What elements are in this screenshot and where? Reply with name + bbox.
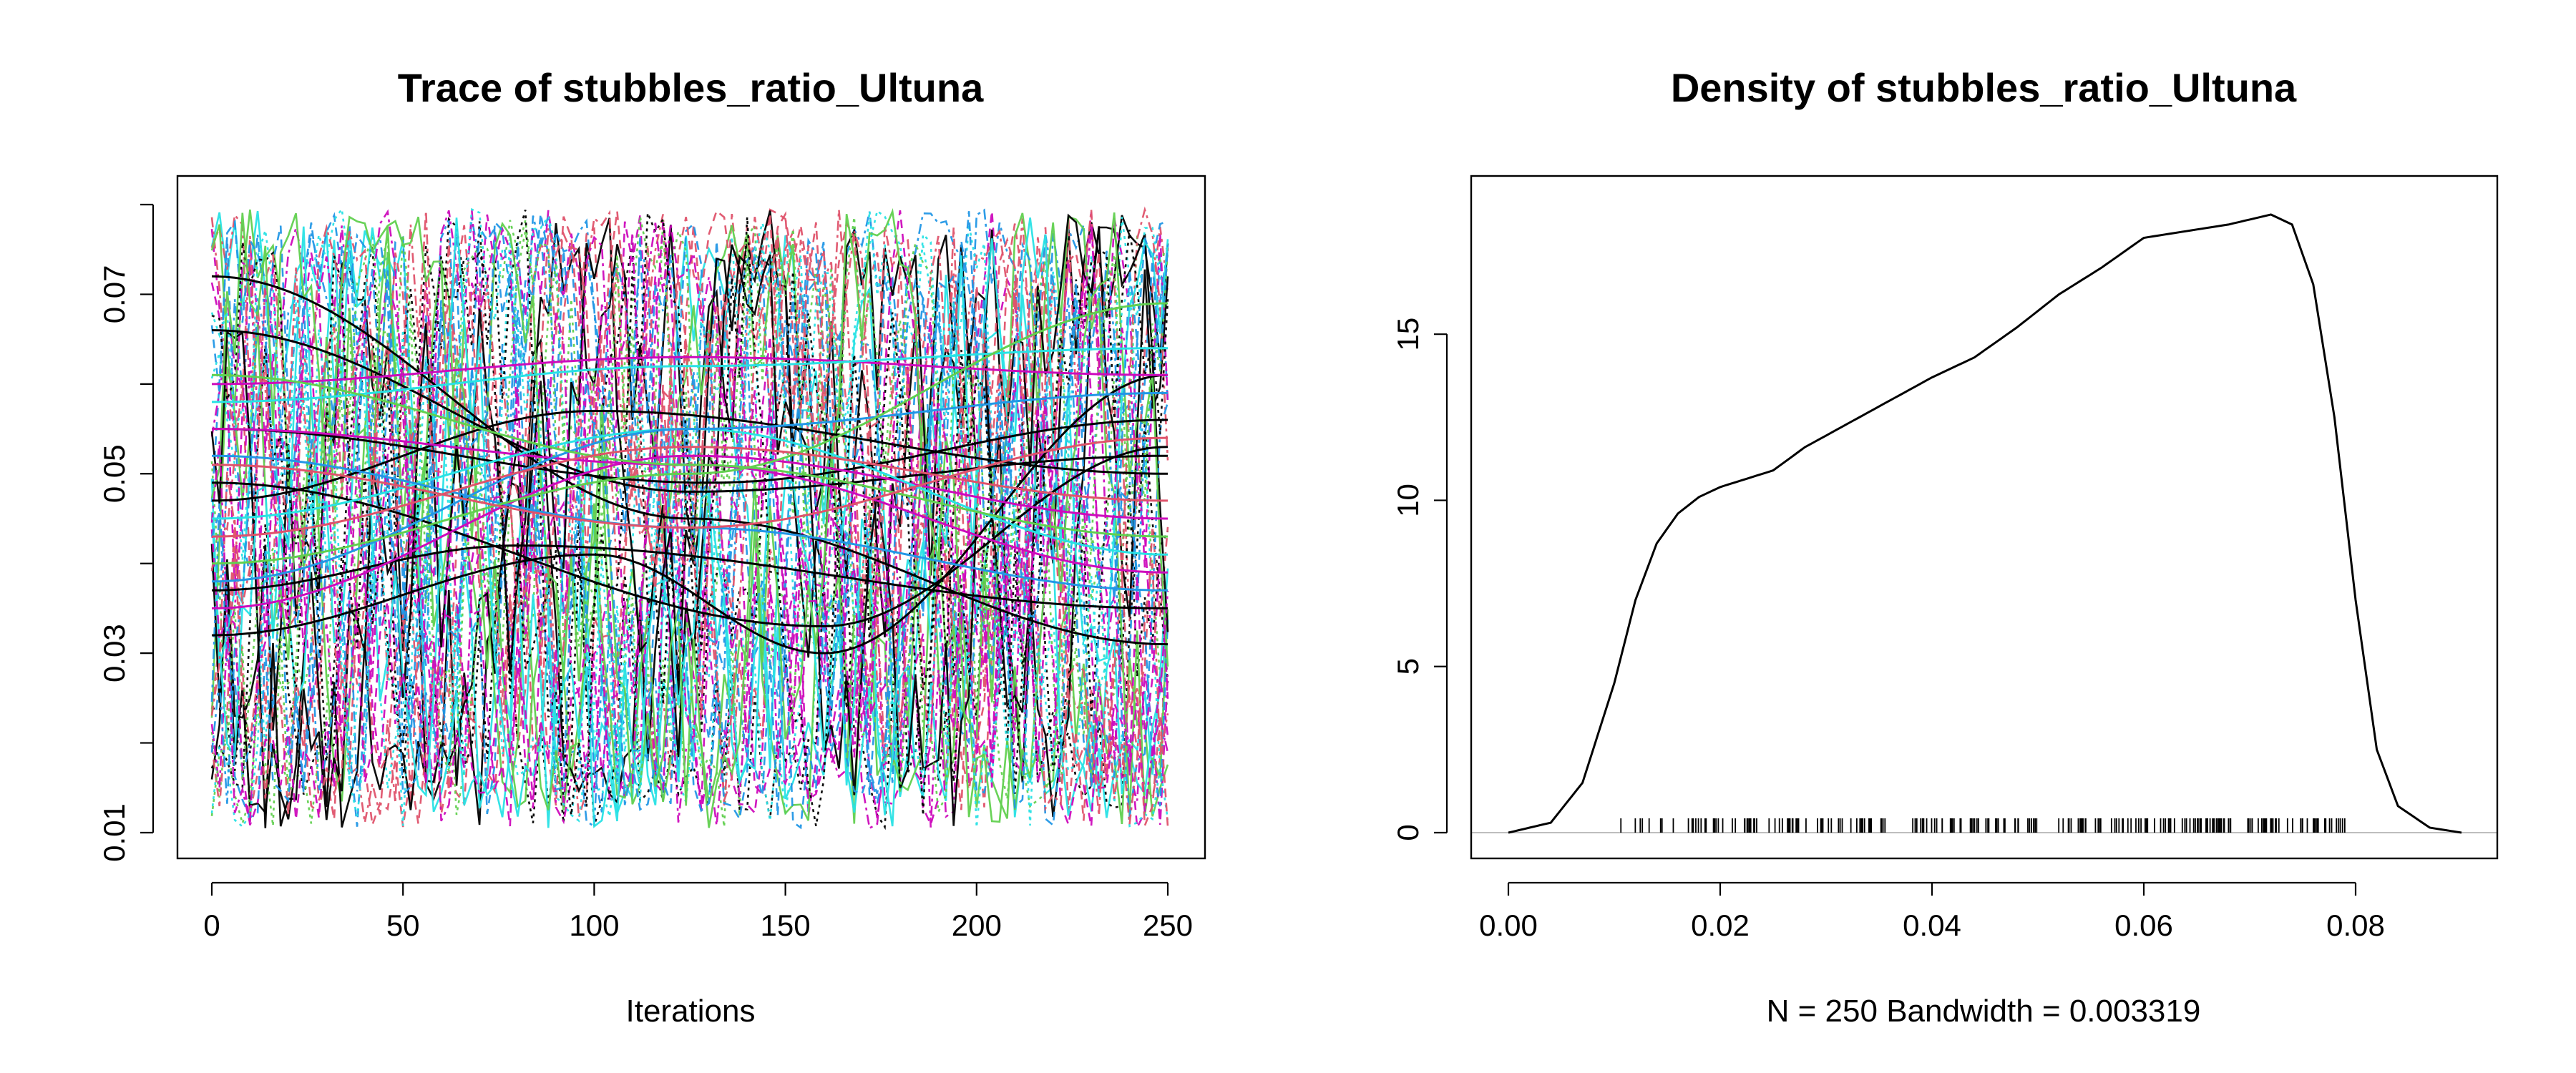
trace-plot-title: Trace of stubbles_ratio_Ultuna [398,65,984,110]
density-y-tick-label: 0 [1391,824,1425,841]
trace-chain-line [210,232,1169,818]
trace-smooth-line [211,302,1169,565]
trace-smooth-line [211,544,1168,609]
trace-x-tick-label: 200 [952,908,1002,942]
trace-chain-line [210,217,1169,828]
trace-chain-line [210,206,1169,821]
trace-plot-axes: 0 50 100 150 200 250 0.01 0.03 0.05 0.07 [97,203,1193,942]
trace-smooth-line [212,347,1168,403]
trace-chain-line [210,212,1169,815]
trace-chain-line [210,222,1169,824]
density-plot-frame [1470,175,2499,860]
trace-smooth-line [211,373,1169,655]
density-x-tick-label: 0.04 [1903,908,1961,942]
trace-plot-x-axis-label: Iterations [626,994,756,1029]
trace-y-tick-label: 0.03 [97,624,131,682]
trace-y-tick-label: 0.01 [97,803,131,862]
trace-smooth-line [211,373,1169,538]
density-plot-panel: Density of stubbles_ratio_Ultuna 0.00 0.0… [1391,65,2499,1029]
density-x-tick-label: 0.08 [2326,908,2385,942]
trace-chain-line [210,209,1169,821]
trace-plot-frame [176,175,1206,860]
trace-y-tick-label: 0.05 [97,444,131,503]
trace-x-tick-label: 100 [569,908,619,942]
trace-chain-line [210,210,1169,825]
trace-chain-line [210,220,1169,816]
density-x-tick-label: 0.00 [1479,908,1538,942]
trace-chain-line [210,207,1169,828]
trace-smooth-line [211,329,1168,493]
density-plot-x-axis-label: N = 250 Bandwidth = 0.003319 [1767,994,2201,1029]
trace-smooth-line [211,446,1169,628]
trace-x-tick-label: 0 [203,908,220,942]
trace-chain-line [210,217,1169,828]
trace-smooth-line [211,436,1169,529]
trace-smooth-line [211,410,1169,502]
trace-chain-line [210,210,1169,815]
density-curve [1508,213,2462,834]
trace-x-tick-label: 150 [761,908,811,942]
density-plot-axes: 0.00 0.02 0.04 0.06 0.08 0 5 10 15 [1391,318,2385,942]
trace-chain-line [210,211,1169,830]
trace-smooth-line [211,446,1168,538]
trace-y-tick-label: 0.07 [97,265,131,324]
density-plot-title: Density of stubbles_ratio_Ultuna [1671,65,2297,110]
trace-smooth-line [211,356,1168,386]
trace-smooth-line [211,454,1169,609]
trace-chain-line [210,210,1169,823]
density-plot-area [1471,213,2497,834]
density-y-tick-label: 10 [1391,484,1425,517]
density-x-tick-label: 0.02 [1691,908,1750,942]
density-y-tick-label: 5 [1391,658,1425,675]
trace-smooth-line [211,391,1168,583]
trace-x-tick-label: 50 [386,908,420,942]
density-rug [1620,818,2346,833]
density-y-tick-label: 15 [1391,318,1425,351]
trace-plot-area [210,206,1169,831]
trace-plot-panel: Trace of stubbles_ratio_Ultuna 0 50 100 150… [97,65,1206,1029]
trace-smooth-line [212,418,1169,484]
trace-chain-line [210,210,1169,825]
density-x-tick-label: 0.06 [2114,908,2173,942]
trace-smooth-line [211,275,1169,646]
trace-x-tick-label: 250 [1143,908,1193,942]
trace-chain-line [211,212,1169,826]
